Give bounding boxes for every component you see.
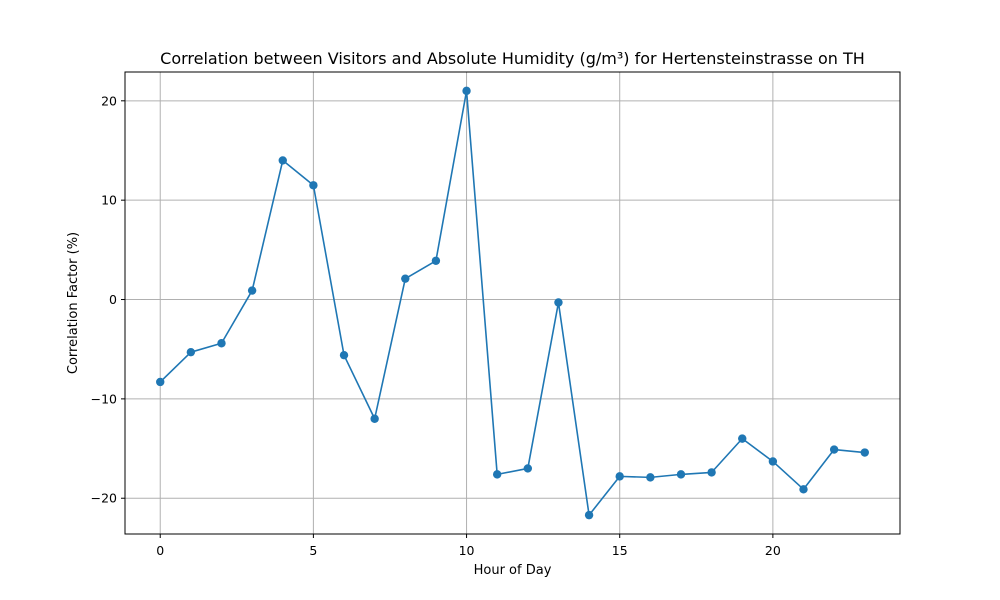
chart-title: Correlation between Visitors and Absolut… [160, 49, 865, 68]
data-point [523, 464, 533, 473]
data-point [615, 472, 624, 481]
data-point [339, 350, 349, 360]
x-axis-label: Hour of Day [474, 563, 552, 578]
x-tick-label: 15 [612, 543, 628, 558]
series-layer [156, 86, 869, 520]
data-point [156, 377, 165, 387]
data-point [554, 298, 563, 307]
y-tick-label: 20 [101, 93, 117, 108]
x-tick-label: 20 [765, 543, 781, 558]
x-tick-label: 10 [459, 543, 475, 558]
data-point [768, 457, 778, 466]
x-tick-label: 0 [156, 543, 164, 558]
data-point [309, 181, 318, 190]
data-point [492, 470, 502, 479]
y-tick-label: −20 [91, 491, 117, 506]
axis-ticks: 0 5 10 15 20 −20 −10 0 10 20 [91, 93, 781, 558]
data-point [738, 434, 747, 443]
data-point [278, 156, 287, 165]
x-tick-label: 5 [309, 543, 317, 558]
grid [125, 72, 900, 534]
data-point [370, 414, 379, 423]
data-point [247, 286, 257, 295]
data-point [217, 339, 226, 348]
data-point [860, 448, 869, 457]
data-point [829, 445, 839, 454]
data-point [799, 485, 808, 494]
data-point [186, 347, 196, 357]
data-point [646, 473, 655, 482]
data-point [431, 256, 441, 265]
data-point [707, 468, 716, 477]
data-point [584, 510, 594, 520]
data-point [676, 470, 686, 479]
series-line [159, 90, 865, 516]
y-axis-label: Correlation Factor (%) [66, 232, 81, 374]
data-point [401, 274, 410, 283]
y-tick-label: −10 [91, 391, 117, 406]
plot-frame [124, 71, 901, 535]
data-point [462, 86, 471, 96]
y-tick-label: 10 [101, 193, 117, 208]
y-tick-label: 0 [109, 292, 117, 307]
